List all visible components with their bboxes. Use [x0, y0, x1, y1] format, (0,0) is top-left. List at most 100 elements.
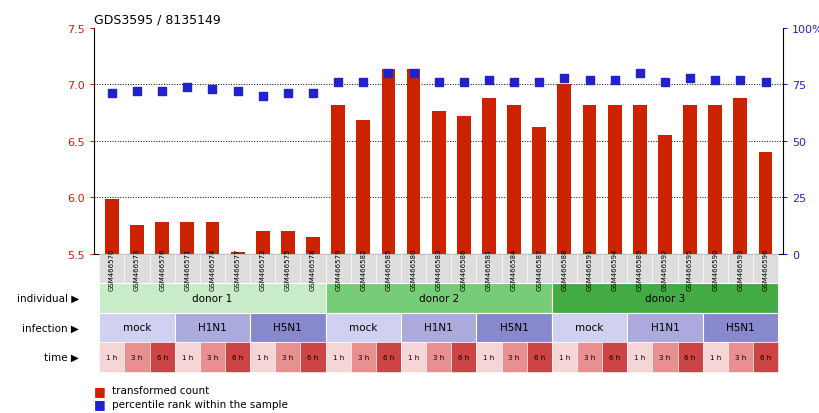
Bar — [99, 254, 124, 283]
Text: GSM466593: GSM466593 — [736, 247, 743, 290]
Bar — [356, 121, 369, 254]
Text: 1 h: 1 h — [182, 354, 192, 360]
Text: H1N1: H1N1 — [198, 323, 227, 332]
Text: GSM466577: GSM466577 — [234, 247, 240, 290]
Bar — [149, 342, 174, 372]
Text: GSM466576: GSM466576 — [159, 247, 165, 290]
Text: 6 h: 6 h — [232, 354, 243, 360]
Text: GDS3595 / 8135149: GDS3595 / 8135149 — [94, 13, 221, 26]
Text: GSM466578: GSM466578 — [310, 247, 315, 290]
Text: GSM466583: GSM466583 — [435, 247, 441, 290]
Text: GSM466571: GSM466571 — [184, 247, 190, 290]
Bar — [174, 313, 250, 342]
Bar — [476, 254, 501, 283]
Bar — [256, 231, 269, 254]
Bar — [432, 112, 445, 254]
Text: GSM466586: GSM466586 — [460, 247, 466, 290]
Bar — [400, 254, 426, 283]
Text: GSM466582: GSM466582 — [360, 247, 366, 290]
Bar — [325, 283, 551, 313]
Bar — [526, 342, 551, 372]
Bar — [331, 105, 345, 254]
Text: GSM466581: GSM466581 — [486, 247, 491, 290]
Text: 1 h: 1 h — [106, 354, 117, 360]
Text: 6 h: 6 h — [533, 354, 544, 360]
Bar — [752, 254, 777, 283]
Text: GSM466580: GSM466580 — [410, 247, 416, 290]
Text: transformed count: transformed count — [112, 385, 210, 395]
Text: ■: ■ — [94, 384, 106, 397]
Bar — [532, 128, 545, 254]
Text: 3 h: 3 h — [432, 354, 444, 360]
Text: 3 h: 3 h — [508, 354, 519, 360]
Point — [432, 80, 445, 86]
Bar — [627, 254, 652, 283]
Text: 6 h: 6 h — [609, 354, 619, 360]
Text: 3 h: 3 h — [583, 354, 595, 360]
Point — [683, 75, 696, 82]
Text: GSM466588: GSM466588 — [561, 247, 567, 290]
Bar — [130, 226, 144, 254]
Point — [356, 80, 369, 86]
Bar — [727, 254, 752, 283]
Bar — [200, 342, 224, 372]
Bar — [224, 342, 250, 372]
Text: 6 h: 6 h — [759, 354, 770, 360]
Bar — [105, 200, 119, 254]
Bar — [632, 105, 646, 254]
Bar — [482, 99, 495, 254]
Bar — [99, 313, 174, 342]
Bar — [275, 342, 300, 372]
Text: 6 h: 6 h — [458, 354, 469, 360]
Bar — [375, 254, 400, 283]
Text: 3 h: 3 h — [658, 354, 670, 360]
Text: 1 h: 1 h — [333, 354, 343, 360]
Text: GSM466575: GSM466575 — [284, 247, 291, 290]
Point — [382, 71, 395, 77]
Bar — [99, 342, 124, 372]
Text: GSM466592: GSM466592 — [661, 247, 667, 290]
Text: GSM466590: GSM466590 — [712, 247, 717, 290]
Point — [206, 86, 219, 93]
Point — [130, 89, 143, 95]
Point — [658, 80, 671, 86]
Bar — [601, 342, 627, 372]
Bar — [476, 342, 501, 372]
Bar — [456, 117, 470, 254]
Bar — [551, 283, 777, 313]
Text: H5N1: H5N1 — [725, 323, 753, 332]
Bar — [476, 313, 551, 342]
Point — [482, 77, 495, 84]
Text: mock: mock — [349, 323, 377, 332]
Text: GSM466579: GSM466579 — [335, 247, 341, 290]
Bar — [557, 85, 571, 254]
Point — [507, 80, 520, 86]
Point — [733, 77, 746, 84]
Bar — [375, 342, 400, 372]
Point — [532, 80, 545, 86]
Text: H5N1: H5N1 — [499, 323, 528, 332]
Bar — [381, 69, 395, 254]
Bar — [652, 254, 676, 283]
Text: donor 2: donor 2 — [418, 293, 459, 303]
Bar — [702, 313, 777, 342]
Bar — [281, 231, 294, 254]
Text: 1 h: 1 h — [558, 354, 569, 360]
Bar — [174, 342, 200, 372]
Bar — [708, 105, 722, 254]
Text: GSM466595: GSM466595 — [686, 247, 692, 290]
Bar — [551, 313, 627, 342]
Text: H1N1: H1N1 — [649, 323, 678, 332]
Text: GSM466572: GSM466572 — [260, 247, 265, 290]
Text: 1 h: 1 h — [708, 354, 720, 360]
Bar — [99, 283, 325, 313]
Point — [557, 75, 570, 82]
Bar — [732, 99, 746, 254]
Bar — [400, 313, 476, 342]
Text: 1 h: 1 h — [257, 354, 268, 360]
Bar — [124, 342, 149, 372]
Point — [608, 77, 621, 84]
Text: 1 h: 1 h — [482, 354, 494, 360]
Text: mock: mock — [123, 323, 151, 332]
Text: GSM466574: GSM466574 — [209, 247, 215, 290]
